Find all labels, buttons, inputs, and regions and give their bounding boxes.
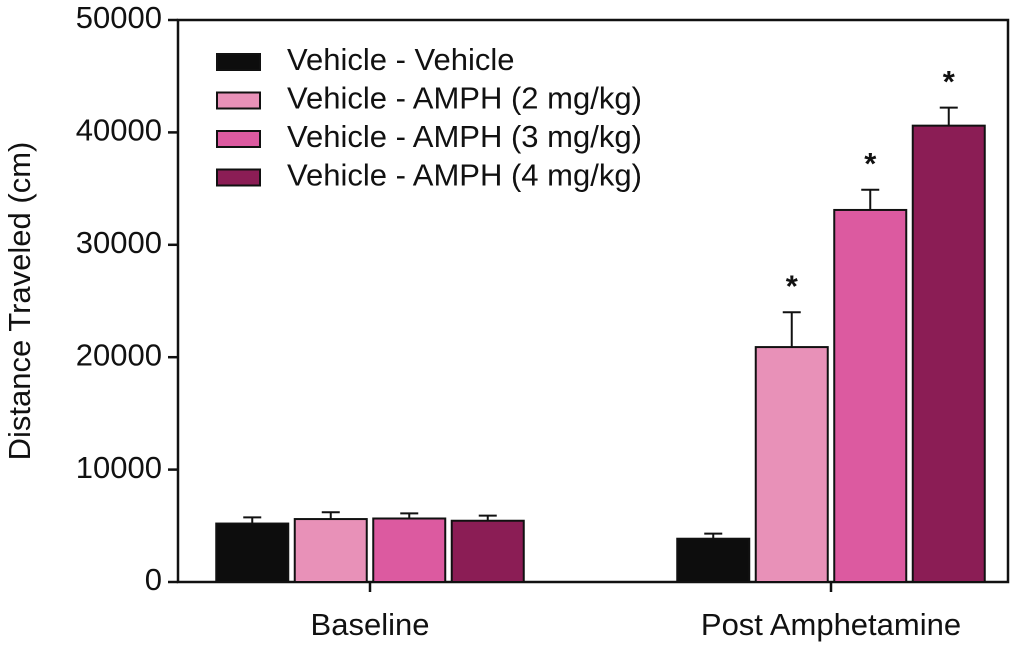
x-tick-label: Post Amphetamine bbox=[701, 607, 961, 642]
bar bbox=[372, 517, 447, 584]
legend-label: Vehicle - AMPH (3 mg/kg) bbox=[287, 119, 642, 154]
y-tick-label: 50000 bbox=[76, 0, 162, 35]
significance-marker: * bbox=[864, 146, 877, 181]
legend-swatch bbox=[216, 91, 261, 110]
legend-label: Vehicle - AMPH (2 mg/kg) bbox=[287, 81, 642, 116]
legend-swatch bbox=[216, 130, 261, 148]
legend-swatch bbox=[216, 53, 261, 71]
bar bbox=[215, 522, 290, 583]
significance-marker: * bbox=[786, 268, 799, 303]
x-tick-label: Baseline bbox=[311, 607, 430, 642]
y-tick-label: 20000 bbox=[76, 337, 162, 372]
legend-label: Vehicle - Vehicle bbox=[287, 42, 514, 77]
plot-frame bbox=[176, 18, 1010, 584]
y-tick-label: 40000 bbox=[76, 113, 162, 148]
y-tick-label: 0 bbox=[145, 562, 162, 597]
bar bbox=[676, 537, 751, 584]
bar bbox=[911, 124, 986, 583]
y-tick-label: 30000 bbox=[76, 225, 162, 260]
bar bbox=[450, 519, 525, 584]
bar bbox=[754, 346, 829, 584]
y-tick-label: 10000 bbox=[76, 450, 162, 485]
y-axis-title: Distance Traveled (cm) bbox=[2, 142, 37, 461]
legend-swatch bbox=[216, 168, 261, 187]
bar bbox=[293, 518, 368, 584]
bar bbox=[833, 208, 908, 583]
significance-marker: * bbox=[943, 64, 956, 99]
legend-label: Vehicle - AMPH (4 mg/kg) bbox=[287, 158, 642, 193]
